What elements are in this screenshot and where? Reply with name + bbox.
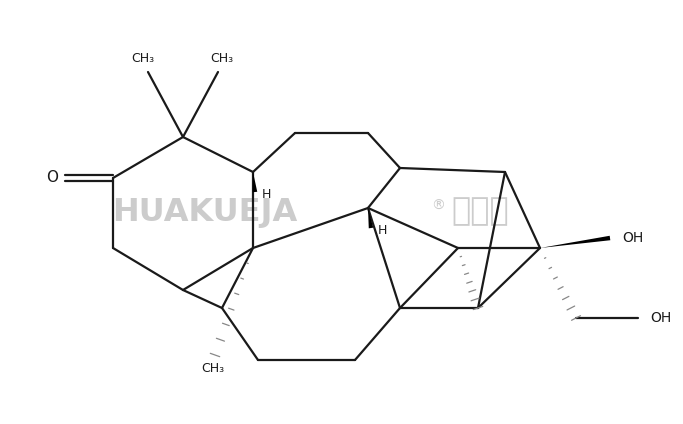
Text: CH₃: CH₃ xyxy=(201,362,225,374)
Text: CH₃: CH₃ xyxy=(210,51,234,64)
Text: H: H xyxy=(377,223,387,237)
Polygon shape xyxy=(253,172,257,192)
Text: H: H xyxy=(262,187,270,201)
Polygon shape xyxy=(368,208,373,229)
Text: HUAKUEJA: HUAKUEJA xyxy=(113,196,298,228)
Text: 化学加: 化学加 xyxy=(451,196,509,228)
Text: O: O xyxy=(46,170,58,186)
Text: OH: OH xyxy=(622,231,643,245)
Text: OH: OH xyxy=(650,311,671,325)
Text: CH₃: CH₃ xyxy=(131,51,154,64)
Polygon shape xyxy=(540,236,611,248)
Text: ®: ® xyxy=(431,199,445,213)
